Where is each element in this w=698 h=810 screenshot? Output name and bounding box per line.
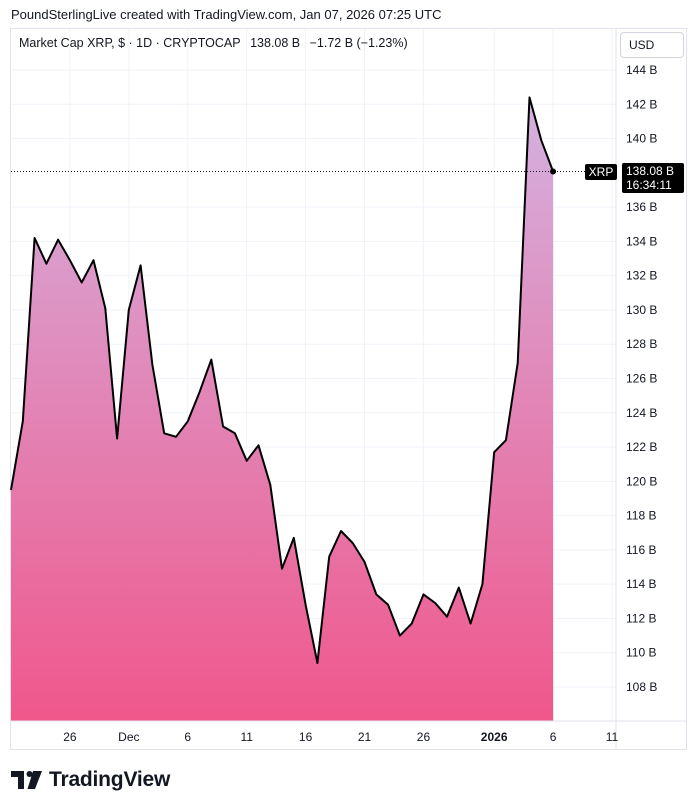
data-point [104, 307, 106, 309]
data-point [257, 444, 259, 446]
data-point [340, 530, 342, 532]
data-point [528, 96, 530, 98]
y-tick-label: 132 B [626, 269, 657, 283]
price-axis: 108 B 110 B 112 B 114 B 116 B 118 B 120 B 122 B… [615, 29, 657, 750]
data-point [434, 602, 436, 604]
last-point-marker [550, 168, 557, 175]
data-point [22, 420, 24, 422]
data-point [375, 593, 377, 595]
data-point [458, 586, 460, 588]
x-tick-label: 6 [550, 730, 557, 744]
area-fill [11, 97, 554, 721]
time-axis: 26 Dec 6 11 16 21 26 2026 6 11 [11, 720, 687, 744]
y-tick-label: 120 B [626, 474, 657, 488]
series-line [10, 96, 555, 664]
data-point [493, 451, 495, 453]
y-tick-label: 108 B [626, 680, 657, 694]
bar-countdown: 16:34:11 [626, 178, 672, 192]
y-tick-label: 134 B [626, 234, 657, 248]
y-tick-label: 112 B [626, 611, 656, 625]
data-point [116, 437, 118, 439]
y-tick-label: 140 B [626, 132, 657, 146]
data-point [281, 568, 283, 570]
data-point [33, 237, 35, 239]
y-tick-label: 124 B [626, 406, 657, 420]
y-tick-label: 144 B [626, 63, 657, 77]
y-tick-label: 122 B [626, 440, 657, 454]
data-point [446, 616, 448, 618]
data-point [234, 432, 236, 434]
currency-button[interactable]: USD [620, 32, 684, 58]
data-point [69, 259, 71, 261]
legend-title: Market Cap XRP, $ · 1D · CRYPTOCAP [19, 36, 241, 50]
legend-last-value: 138.08 B [250, 36, 301, 50]
x-tick-label: 21 [358, 730, 372, 744]
data-point [517, 362, 519, 364]
x-tick-label: 2026 [481, 730, 508, 744]
symbol-label: XRP [585, 164, 617, 180]
y-tick-label: 110 B [626, 646, 656, 660]
data-point [399, 634, 401, 636]
data-point [210, 358, 212, 360]
legend-change: −1.72 B (−1.23%) [309, 36, 408, 50]
x-tick-label: 11 [606, 730, 619, 744]
y-tick-label: 118 B [626, 509, 656, 523]
data-point [352, 542, 354, 544]
data-point [139, 264, 141, 266]
data-point [316, 662, 318, 664]
data-point [45, 262, 47, 264]
y-tick-label: 136 B [626, 200, 657, 214]
tradingview-logo-icon [11, 771, 42, 789]
data-point [328, 556, 330, 558]
data-point [198, 391, 200, 393]
chart-credit: PoundSterlingLive created with TradingVi… [11, 7, 442, 22]
y-tick-label: 116 B [626, 543, 656, 557]
data-point [269, 484, 271, 486]
x-tick-label: 11 [240, 730, 253, 744]
data-point [363, 561, 365, 563]
x-tick-label: 26 [417, 730, 431, 744]
brand-name: TradingView [49, 768, 171, 791]
data-point [469, 622, 471, 624]
data-point [540, 139, 542, 141]
x-tick-label: 16 [299, 730, 313, 744]
brand[interactable]: TradingView [11, 768, 170, 792]
y-tick-label: 128 B [626, 337, 657, 351]
data-point [81, 281, 83, 283]
x-tick-label: Dec [118, 730, 139, 744]
x-tick-label: 26 [63, 730, 77, 744]
data-point [57, 238, 59, 240]
chart-frame [10, 28, 687, 750]
y-tick-label: 130 B [626, 303, 657, 317]
last-price-label: 138.08 B 16:34:11 [622, 163, 684, 193]
area-series [10, 96, 616, 721]
data-point [151, 364, 153, 366]
x-tick-label: 6 [184, 730, 191, 744]
y-tick-label: 126 B [626, 372, 657, 386]
data-point [187, 420, 189, 422]
data-point [92, 259, 94, 261]
data-point [163, 432, 165, 434]
data-point [175, 436, 177, 438]
data-point [304, 604, 306, 606]
data-point [410, 622, 412, 624]
data-point [245, 460, 247, 462]
data-point [387, 604, 389, 606]
data-point [481, 583, 483, 585]
last-price-value: 138.08 B [626, 164, 675, 178]
data-point [222, 425, 224, 427]
data-point [422, 593, 424, 595]
chart-legend: Market Cap XRP, $ · 1D · CRYPTOCAP 138.0… [19, 36, 408, 50]
y-tick-label: 142 B [626, 97, 657, 111]
data-point [505, 439, 507, 441]
data-point [293, 537, 295, 539]
data-point [128, 309, 130, 311]
data-point [10, 489, 12, 491]
y-tick-label: 114 B [626, 577, 656, 591]
